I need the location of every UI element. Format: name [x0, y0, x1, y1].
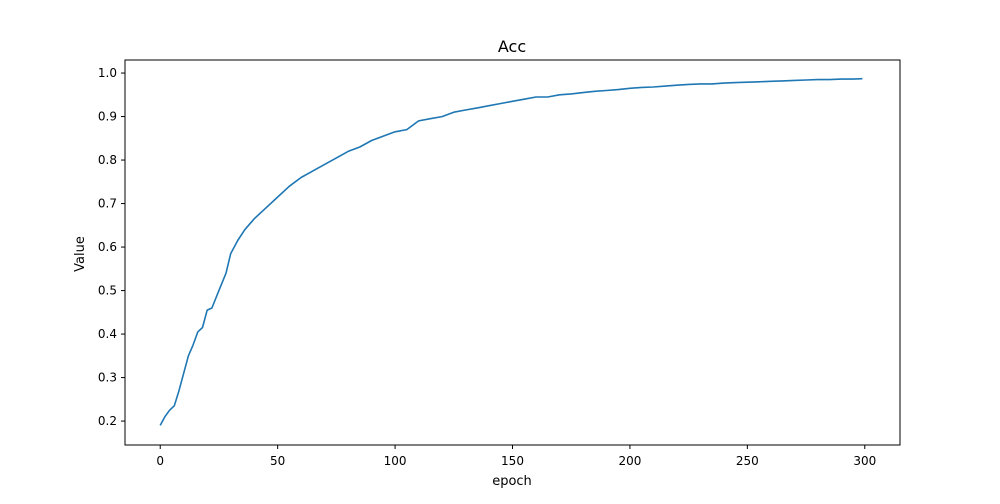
y-tick-label: 0.2 — [98, 414, 117, 428]
series-line-0 — [159, 77, 863, 426]
y-tick-label: 0.3 — [98, 371, 117, 385]
y-tick-label: 0.4 — [98, 327, 117, 341]
x-tick-label: 150 — [501, 454, 524, 468]
x-tick-label: 100 — [384, 454, 407, 468]
series-layer — [159, 77, 863, 426]
y-tick-label: 0.8 — [98, 153, 117, 167]
y-tick-label: 0.7 — [98, 197, 117, 211]
x-tick-label: 300 — [853, 454, 876, 468]
x-tick-label: 200 — [618, 454, 641, 468]
plot-frame — [124, 59, 901, 446]
y-tick-label: 1.0 — [98, 66, 117, 80]
y-tick-label: 0.9 — [98, 110, 117, 124]
chart-title: Acc — [498, 37, 526, 56]
x-tick-label: 250 — [736, 454, 759, 468]
y-axis-label: Value — [73, 236, 88, 272]
ticks-layer: 0 50 100 150 200 250 300 0.2 0.3 0.4 0.5 0.6 0.7 0.8 0… — [98, 66, 876, 468]
x-tick-label: 50 — [270, 454, 285, 468]
x-axis-label: epoch — [492, 474, 532, 489]
y-tick-label: 0.6 — [98, 240, 117, 254]
y-tick-label: 0.5 — [98, 284, 117, 298]
x-tick-label: 0 — [156, 454, 164, 468]
